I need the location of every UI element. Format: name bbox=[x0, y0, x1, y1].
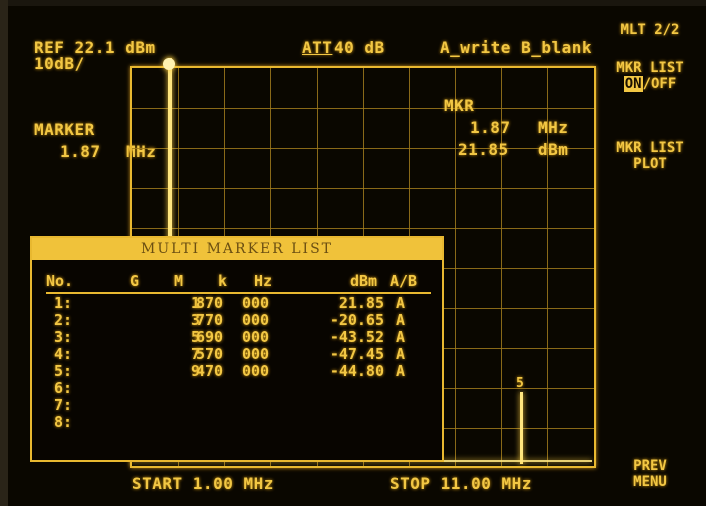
grid-vline bbox=[455, 68, 456, 466]
marker-no: 4: bbox=[54, 345, 73, 363]
mkr-level-value: 21.85 bbox=[458, 140, 509, 159]
softkey-mkr-list-plot[interactable]: MKR LIST PLOT bbox=[608, 140, 692, 172]
grid-hline bbox=[132, 108, 594, 109]
softkey-page-label: MLT 2/2 bbox=[620, 22, 680, 38]
attenuation-label: ATT bbox=[302, 38, 333, 57]
marker-label: MARKER bbox=[34, 120, 95, 139]
col-m: M bbox=[174, 272, 184, 290]
col-k: k bbox=[218, 272, 228, 290]
marker-level: -20.65 bbox=[329, 311, 384, 329]
marker-no: 2: bbox=[54, 311, 73, 329]
marker-mhz: 5 bbox=[190, 328, 200, 346]
marker-khz: 770 bbox=[196, 311, 224, 329]
softkey-mkr-list-on: ON bbox=[623, 76, 643, 92]
marker-list-header: No. G M k Hz dBm A/B bbox=[32, 272, 442, 434]
marker-khz: 690 bbox=[196, 328, 224, 346]
marker-5-label: 5 bbox=[516, 376, 525, 391]
softkey-menu-label: MENU bbox=[633, 474, 667, 490]
marker-hz: 000 bbox=[242, 362, 270, 380]
grid-hline bbox=[132, 228, 594, 229]
grid-vline bbox=[501, 68, 502, 466]
stop-frequency: STOP 11.00 MHz bbox=[390, 474, 532, 493]
col-no: No. bbox=[46, 272, 74, 290]
softkey-prev-label: PREV bbox=[633, 458, 667, 474]
softkey-prev-menu[interactable]: PREV MENU bbox=[608, 458, 692, 490]
grid-hline bbox=[132, 148, 594, 149]
marker-trace: A bbox=[396, 311, 406, 329]
ref-level: REF 22.1 dBm bbox=[34, 38, 156, 57]
scale-per-div: 10dB/ bbox=[34, 54, 85, 73]
trace-modes: A_write B_blank bbox=[440, 38, 592, 57]
marker-no: 8: bbox=[54, 413, 73, 431]
marker-no: 3: bbox=[54, 328, 73, 346]
mkr-freq-unit: MHz bbox=[538, 118, 569, 137]
attenuation-value: 40 dB bbox=[334, 38, 385, 57]
marker-level: -47.45 bbox=[329, 345, 384, 363]
col-hz: Hz bbox=[254, 272, 273, 290]
marker-hz: 000 bbox=[242, 345, 270, 363]
marker-level: 21.85 bbox=[338, 294, 384, 312]
marker-1-indicator bbox=[163, 58, 175, 70]
marker-trace: A bbox=[396, 362, 406, 380]
marker-no: 1: bbox=[54, 294, 73, 312]
marker-mhz: 1 bbox=[190, 294, 200, 312]
marker-trace: A bbox=[396, 294, 406, 312]
col-g: G bbox=[130, 272, 140, 290]
softkey-mkr-list-label: MKR LIST bbox=[616, 60, 684, 76]
marker-freq-value: 1.87 bbox=[60, 142, 101, 161]
marker-hz: 000 bbox=[242, 294, 270, 312]
marker-hz: 000 bbox=[242, 328, 270, 346]
marker-khz: 870 bbox=[196, 294, 224, 312]
col-dbm: dBm bbox=[350, 272, 378, 290]
softkey-mkr-list[interactable]: MKR LIST ON/OFF bbox=[608, 60, 692, 92]
mkr-label: MKR bbox=[444, 96, 475, 115]
marker-hz: 000 bbox=[242, 311, 270, 329]
softkey-mkr-list-plot-sub: PLOT bbox=[633, 156, 667, 172]
marker-trace: A bbox=[396, 345, 406, 363]
softkey-page-indicator: MLT 2/2 bbox=[608, 22, 692, 38]
marker-level: -44.80 bbox=[329, 362, 384, 380]
col-ab: A/B bbox=[390, 272, 418, 290]
mkr-freq-value: 1.87 bbox=[470, 118, 511, 137]
trace-peak-1 bbox=[168, 58, 172, 258]
marker-no: 5: bbox=[54, 362, 73, 380]
multi-marker-list-panel: MULTI MARKER LIST No. G M k Hz dBm A/B 1… bbox=[30, 236, 444, 462]
marker-no: 6: bbox=[54, 379, 73, 397]
start-frequency: START 1.00 MHz bbox=[132, 474, 274, 493]
marker-trace: A bbox=[396, 328, 406, 346]
screen-bezel-left bbox=[0, 0, 8, 506]
header-rule bbox=[46, 292, 431, 294]
screen-bezel-top bbox=[0, 0, 706, 6]
grid-hline bbox=[132, 188, 594, 189]
marker-level: -43.52 bbox=[329, 328, 384, 346]
softkey-mkr-list-plot-label: MKR LIST bbox=[616, 140, 684, 156]
marker-freq-unit: MHz bbox=[126, 142, 157, 161]
marker-mhz: 9 bbox=[190, 362, 200, 380]
marker-no: 7: bbox=[54, 396, 73, 414]
marker-khz: 470 bbox=[196, 362, 224, 380]
grid-vline bbox=[547, 68, 548, 466]
mkr-level-unit: dBm bbox=[538, 140, 569, 159]
marker-khz: 570 bbox=[196, 345, 224, 363]
trace-peak-5 bbox=[520, 392, 523, 464]
marker-mhz: 7 bbox=[190, 345, 200, 363]
softkey-mkr-list-off: /OFF bbox=[642, 76, 677, 92]
marker-list-title: MULTI MARKER LIST bbox=[32, 238, 442, 260]
marker-mhz: 3 bbox=[190, 311, 200, 329]
